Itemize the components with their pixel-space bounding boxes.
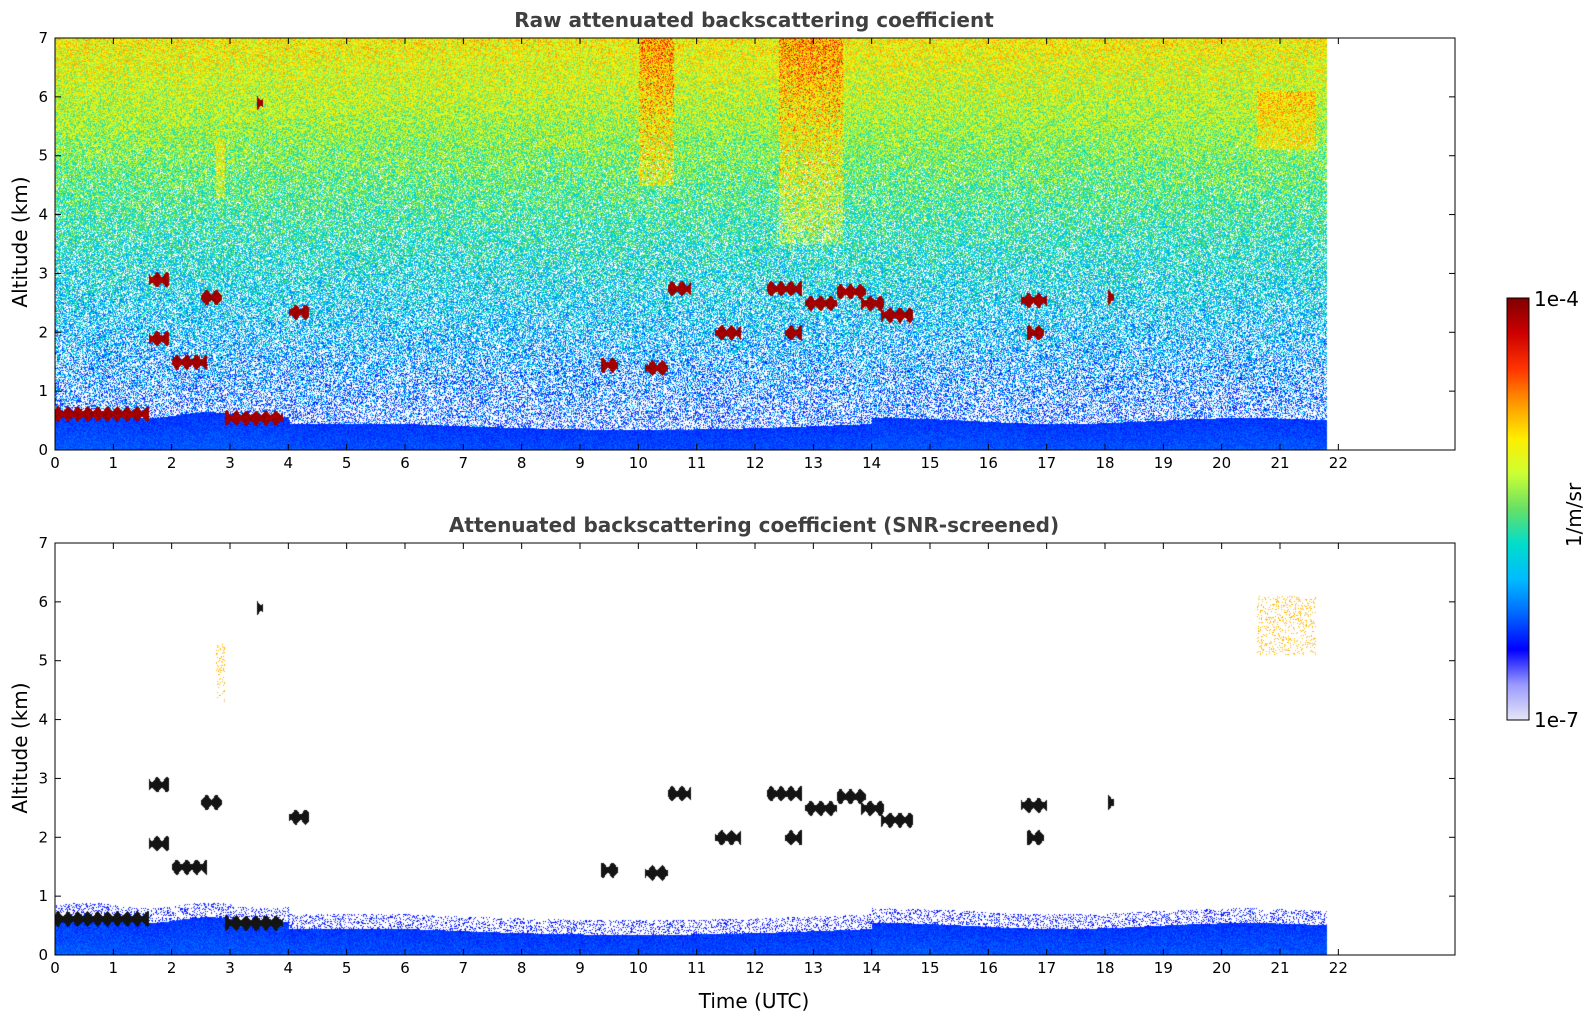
heatmap-raw <box>55 38 1455 450</box>
x-tick-label: 20 <box>1212 454 1231 472</box>
x-tick-label: 10 <box>629 454 648 472</box>
y-tick-label: 6 <box>38 593 48 611</box>
panel-raw: Raw attenuated backscattering coefficien… <box>8 8 1456 472</box>
x-tick-label: 19 <box>1154 454 1173 472</box>
x-tick-label: 2 <box>167 959 177 977</box>
x-tick-label: 15 <box>920 454 939 472</box>
y-axis-label-raw: Altitude (km) <box>8 176 32 307</box>
x-tick-label: 3 <box>225 454 235 472</box>
y-tick-label: 3 <box>38 264 48 282</box>
y-tick-label: 3 <box>38 769 48 787</box>
y-tick-label: 5 <box>38 652 48 670</box>
panel-title-screened: Attenuated backscattering coefficient (S… <box>449 513 1059 537</box>
colorbar: 1e-4 1e-7 1/m/sr <box>1506 287 1586 732</box>
x-tick-label: 15 <box>920 959 939 977</box>
x-tick-label: 8 <box>517 959 527 977</box>
x-tick-label: 1 <box>109 454 119 472</box>
y-tick-label: 7 <box>38 29 48 47</box>
panel-screened: Attenuated backscattering coefficient (S… <box>8 513 1456 1013</box>
y-tick-label: 4 <box>38 206 48 224</box>
x-tick-label: 10 <box>629 959 648 977</box>
x-tick-label: 22 <box>1329 454 1348 472</box>
x-tick-label: 7 <box>459 959 469 977</box>
y-tick-label: 0 <box>38 441 48 459</box>
x-tick-label: 18 <box>1095 959 1114 977</box>
x-tick-label: 11 <box>687 454 706 472</box>
x-tick-label: 21 <box>1270 959 1289 977</box>
x-tick-label: 5 <box>342 959 352 977</box>
axes-screened: 0 1 2 3 4 5 6 7 8 9 10 11 12 13 14 15 16 17 18 19 20 21 220123… <box>38 534 1455 977</box>
y-tick-label: 2 <box>38 828 48 846</box>
x-tick-label: 14 <box>862 454 881 472</box>
y-axis-label-screened: Altitude (km) <box>8 682 32 813</box>
x-tick-label: 19 <box>1154 959 1173 977</box>
x-tick-label: 9 <box>575 454 585 472</box>
x-tick-label: 12 <box>745 454 764 472</box>
x-tick-label: 18 <box>1095 454 1114 472</box>
x-tick-label: 20 <box>1212 959 1231 977</box>
y-tick-label: 1 <box>38 887 48 905</box>
y-tick-label: 7 <box>38 534 48 552</box>
x-tick-label: 12 <box>745 959 764 977</box>
x-tick-label: 22 <box>1329 959 1348 977</box>
x-tick-label: 5 <box>342 454 352 472</box>
x-tick-label: 9 <box>575 959 585 977</box>
x-tick-label: 17 <box>1037 959 1056 977</box>
colorbar-gradient <box>1506 297 1530 721</box>
x-tick-label: 17 <box>1037 454 1056 472</box>
heatmap-screened <box>55 543 1455 955</box>
x-tick-label: 16 <box>979 959 998 977</box>
x-tick-label: 3 <box>225 959 235 977</box>
colorbar-max-label: 1e-4 <box>1534 287 1579 311</box>
x-tick-label: 14 <box>862 959 881 977</box>
colorbar-unit-label: 1/m/sr <box>1562 482 1586 547</box>
plot-frame-raw <box>54 37 1456 451</box>
y-tick-label: 2 <box>38 323 48 341</box>
x-tick-label: 6 <box>400 959 410 977</box>
x-axis-label: Time (UTC) <box>698 989 810 1013</box>
x-tick-label: 8 <box>517 454 527 472</box>
x-tick-label: 7 <box>459 454 469 472</box>
y-tick-label: 1 <box>38 382 48 400</box>
panel-title-raw: Raw attenuated backscattering coefficien… <box>514 8 994 32</box>
x-tick-label: 0 <box>50 454 60 472</box>
y-tick-label: 5 <box>38 147 48 165</box>
colorbar-min-label: 1e-7 <box>1534 708 1579 732</box>
plot-frame-screened <box>54 542 1456 956</box>
x-tick-label: 16 <box>979 454 998 472</box>
x-tick-label: 1 <box>109 959 119 977</box>
x-tick-label: 13 <box>804 959 823 977</box>
axes-raw: 0 1 2 3 4 5 6 7 8 9 10 11 12 13 14 15 16 17 18 19 20 21 220123… <box>38 29 1455 472</box>
x-tick-label: 4 <box>284 454 294 472</box>
x-tick-label: 4 <box>284 959 294 977</box>
x-tick-label: 21 <box>1270 454 1289 472</box>
y-tick-label: 4 <box>38 711 48 729</box>
y-tick-label: 0 <box>38 946 48 964</box>
x-tick-label: 11 <box>687 959 706 977</box>
x-tick-label: 6 <box>400 454 410 472</box>
x-tick-label: 13 <box>804 454 823 472</box>
x-tick-label: 0 <box>50 959 60 977</box>
x-tick-label: 2 <box>167 454 177 472</box>
y-tick-label: 6 <box>38 88 48 106</box>
